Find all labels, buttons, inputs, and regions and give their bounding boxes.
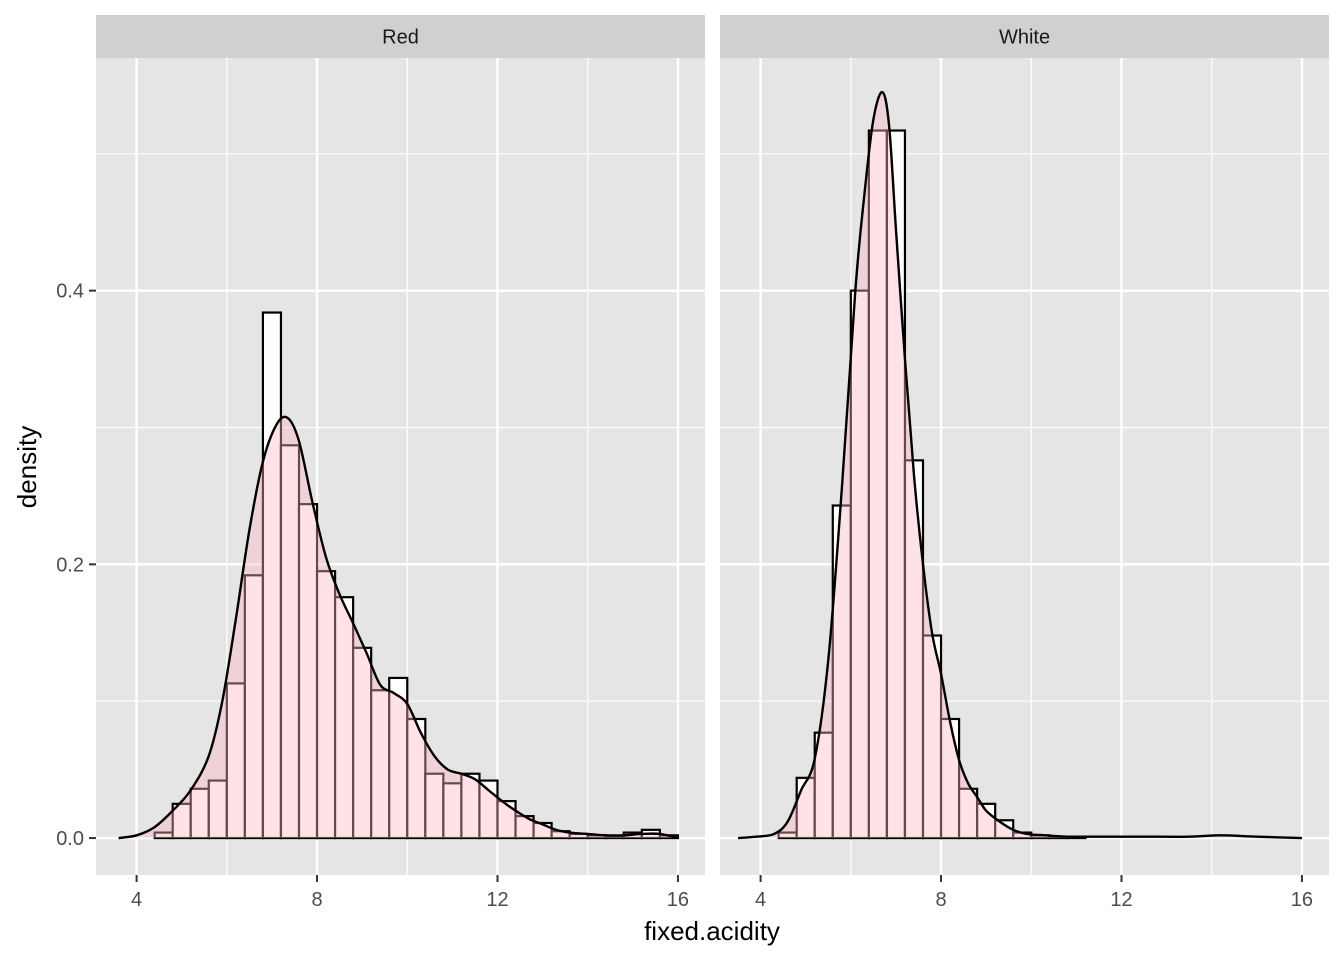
panel-background (720, 58, 1329, 875)
y-tick-label: 0.2 (56, 554, 84, 576)
facet-panel-white: White 4 8 12 16 (720, 15, 1329, 911)
x-tick-label: 12 (486, 889, 508, 911)
y-axis-title: density (12, 426, 42, 508)
x-tick-label: 4 (755, 889, 766, 911)
x-tick-label: 8 (935, 889, 946, 911)
x-tick-label: 16 (667, 889, 689, 911)
y-tick-label: 0.0 (56, 828, 84, 850)
x-tick-label: 12 (1110, 889, 1132, 911)
y-tick-label: 0.4 (56, 281, 84, 303)
facet-strip-label: Red (382, 27, 419, 49)
x-tick-label: 16 (1291, 889, 1313, 911)
x-axis-title: fixed.acidity (644, 916, 780, 946)
facet-panel-red: Red 4 8 12 16 (96, 15, 705, 911)
x-tick-label: 8 (311, 889, 322, 911)
facet-strip-label: White (999, 27, 1050, 49)
x-tick-label: 4 (131, 889, 142, 911)
